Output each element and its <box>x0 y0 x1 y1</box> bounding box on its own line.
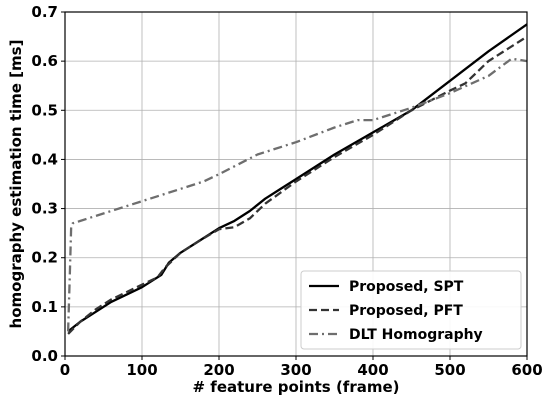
y-tick-label: 0.4 <box>31 150 58 168</box>
y-tick-label: 0.5 <box>31 101 58 119</box>
series-line-3 <box>66 57 528 332</box>
y-tick-label: 0.7 <box>31 3 58 21</box>
legend-label: DLT Homography <box>349 327 483 343</box>
x-tick-label: 100 <box>126 361 157 379</box>
y-tick-label: 0.1 <box>31 298 58 316</box>
y-tick-label: 0.0 <box>31 347 58 365</box>
x-tick-label: 500 <box>434 361 465 379</box>
series-layer <box>66 23 528 335</box>
x-axis-title: # feature points (frame) <box>193 378 400 396</box>
x-tick-label: 400 <box>357 361 388 379</box>
x-tick-label: 600 <box>511 361 542 379</box>
grid <box>64 11 528 357</box>
y-tick-label: 0.3 <box>31 200 58 218</box>
legend-label: Proposed, PFT <box>349 303 463 319</box>
legend-label: Proposed, SPT <box>349 279 464 295</box>
x-tick-label: 300 <box>280 361 311 379</box>
y-axis-title: homography estimation time [ms] <box>7 40 25 329</box>
x-tick-label: 0 <box>60 361 70 379</box>
tick-layer: 0 100 200 300 400 500 600 0.0 0.1 0.2 0.3 0.4 0.5 0.6… <box>31 3 542 379</box>
x-tick-label: 200 <box>203 361 234 379</box>
y-tick-label: 0.6 <box>31 52 58 70</box>
y-tick-label: 0.2 <box>31 249 58 267</box>
legend-box <box>300 270 522 350</box>
legend: Proposed, SPT Proposed, PFT DLT Homography <box>300 270 522 350</box>
